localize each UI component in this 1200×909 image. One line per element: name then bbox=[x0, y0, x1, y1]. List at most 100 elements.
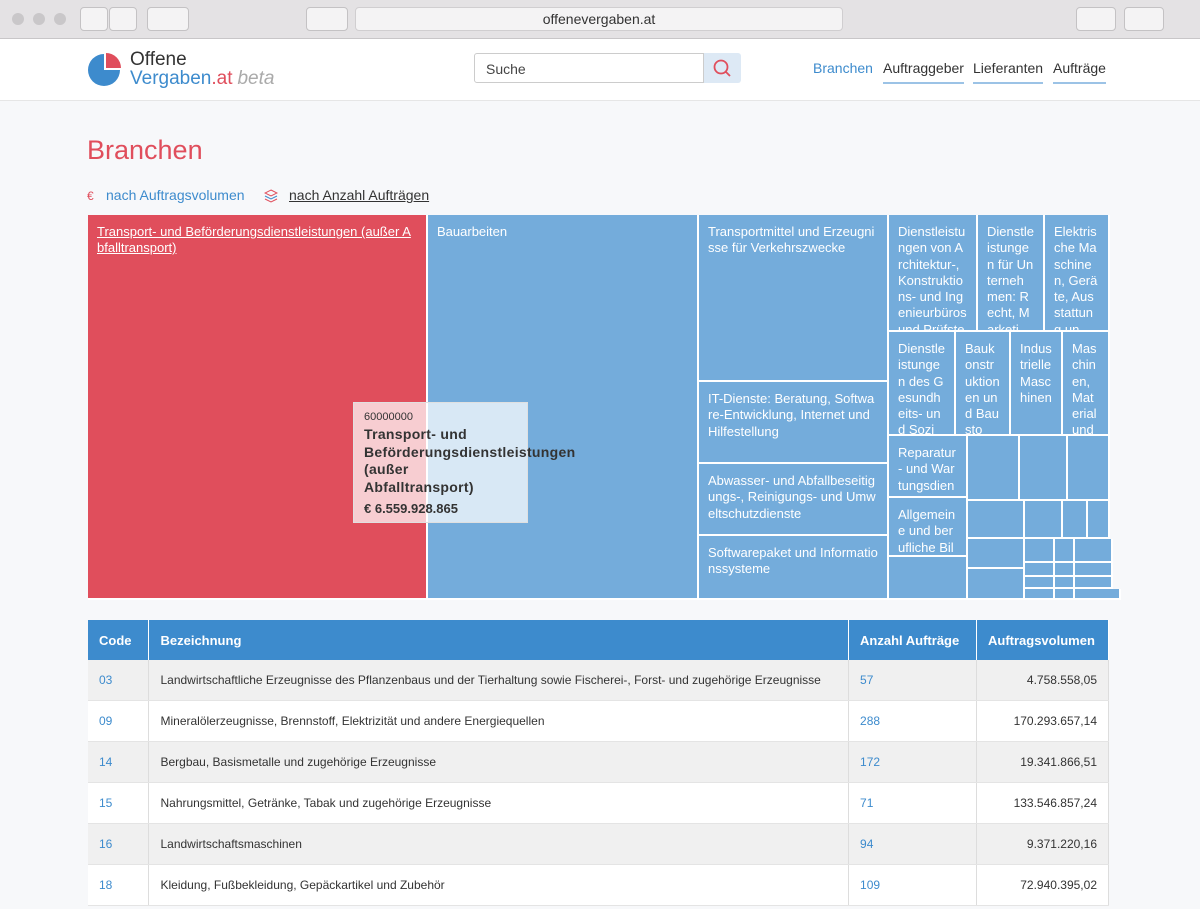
treemap-tile-small bbox=[1055, 577, 1075, 589]
tooltip-code: 60000000 bbox=[364, 411, 413, 423]
table-row: 16 Landwirtschaftsmaschinen 94 9.371.220,16 bbox=[88, 823, 1110, 865]
window-close[interactable] bbox=[12, 13, 24, 25]
code-cell[interactable]: 18 bbox=[88, 864, 150, 906]
nav-link[interactable]: Lieferanten bbox=[973, 60, 1044, 84]
logo-name: Vergaben bbox=[130, 68, 212, 89]
nav-link[interactable]: Aufträge bbox=[1053, 60, 1106, 84]
treemap-tile[interactable]: Dienstleistungen von Architektur-, Konst… bbox=[889, 215, 978, 332]
treemap-tile[interactable]: Abwasser- und Abfallbeseitigungs-, Reini… bbox=[699, 464, 889, 536]
search-button[interactable] bbox=[704, 53, 741, 83]
volume-cell: 72.940.395,02 bbox=[976, 864, 1110, 906]
code-cell[interactable]: 16 bbox=[88, 823, 150, 865]
treemap-tile[interactable]: Softwarepaket und Informationssysteme bbox=[699, 536, 889, 600]
treemap-tile-small bbox=[1075, 539, 1095, 563]
description-cell: Landwirtschaftsmaschinen bbox=[148, 823, 850, 865]
logo-text[interactable]: Offene bbox=[130, 49, 187, 70]
count-cell[interactable]: 94 bbox=[848, 823, 977, 865]
treemap-tile-small bbox=[1025, 563, 1055, 577]
treemap-tile-small bbox=[1075, 589, 1095, 600]
toggle-link[interactable]: nach Auftragsvolumen bbox=[106, 187, 245, 203]
treemap-tile[interactable]: Maschinen, Material und bbox=[1063, 332, 1110, 436]
treemap-tile-small bbox=[1093, 563, 1113, 577]
description-cell: Mineralölerzeugnisse, Brennstoff, Elektr… bbox=[148, 700, 850, 742]
column-header: Auftragsvolumen bbox=[976, 620, 1110, 660]
page-title: Branchen bbox=[87, 135, 203, 165]
column-header: Code bbox=[88, 620, 150, 660]
treemap-tile-small bbox=[968, 569, 1025, 600]
treemap-tile[interactable]: Dienstleistungen des Gesundheits- und So… bbox=[889, 332, 956, 436]
table-body: 03 Landwirtschaftliche Erzeugnisse des Pf… bbox=[88, 660, 1110, 906]
treemap-tile-small bbox=[1025, 501, 1063, 539]
search-input[interactable]: Suche bbox=[474, 53, 704, 83]
toggle-link[interactable]: nach Anzahl Aufträgen bbox=[289, 187, 430, 203]
logo-badge: beta bbox=[237, 68, 275, 89]
count-cell[interactable]: 71 bbox=[848, 782, 977, 824]
treemap-tile-small bbox=[1025, 589, 1055, 600]
back-button[interactable] bbox=[80, 7, 108, 31]
count-cell[interactable]: 57 bbox=[848, 660, 977, 701]
logo-text[interactable]: Vergaben.at beta bbox=[130, 68, 274, 90]
count-cell[interactable]: 172 bbox=[848, 741, 977, 783]
tabs-button[interactable] bbox=[1124, 7, 1164, 31]
address-bar[interactable]: offenevergaben.at bbox=[355, 7, 843, 31]
extensions-button[interactable] bbox=[306, 7, 348, 31]
branches-table: Code Bezeichnung Anzahl Aufträge Auftragsvo… bbox=[88, 620, 1110, 906]
count-cell[interactable]: 109 bbox=[848, 864, 977, 906]
code-cell[interactable]: 03 bbox=[88, 660, 150, 701]
logo-tld: .at bbox=[211, 68, 233, 89]
window-minimize[interactable] bbox=[33, 13, 45, 25]
treemap-tile[interactable]: Industrielle Maschinen bbox=[1011, 332, 1063, 436]
treemap-tile-small bbox=[1093, 577, 1113, 589]
treemap-tile[interactable]: Bauarbeiten bbox=[428, 215, 699, 600]
treemap-tile[interactable]: Reparatur- und Wartungsdien bbox=[889, 436, 968, 498]
description-cell: Landwirtschaftliche Erzeugnisse des Pfla… bbox=[148, 660, 850, 701]
tooltip-value: € 6.559.928.865 bbox=[364, 501, 458, 516]
treemap-tile-small bbox=[1020, 436, 1068, 501]
treemap-tile-small bbox=[1101, 589, 1121, 600]
table-row: 14 Bergbau, Basismetalle und zugehörige E… bbox=[88, 741, 1110, 783]
treemap-tile-small bbox=[968, 539, 1025, 569]
table-row: 15 Nahrungsmittel, Getränke, Tabak und zu… bbox=[88, 782, 1110, 824]
volume-cell: 133.546.857,24 bbox=[976, 782, 1110, 824]
column-header: Anzahl Aufträge bbox=[848, 620, 977, 660]
treemap-tile-small bbox=[1055, 563, 1075, 577]
description-cell: Nahrungsmittel, Getränke, Tabak und zuge… bbox=[148, 782, 850, 824]
treemap-tile-small bbox=[1075, 577, 1095, 589]
treemap-tile-small bbox=[1055, 589, 1075, 600]
volume-cell: 4.758.558,05 bbox=[976, 660, 1110, 701]
forward-button[interactable] bbox=[109, 7, 137, 31]
toggle-icon: € bbox=[87, 189, 94, 203]
treemap-tile[interactable]: Transportmittel und Erzeugnisse für Verk… bbox=[699, 215, 889, 382]
treemap-tile[interactable]: Baukonstruktionen und Bausto bbox=[956, 332, 1011, 436]
table-row: 18 Kleidung, Fußbekleidung, Gepäckartikel… bbox=[88, 864, 1110, 906]
treemap-tile[interactable]: Dienstleistungen für Unternehmen: Recht,… bbox=[978, 215, 1045, 332]
count-cell[interactable]: 288 bbox=[848, 700, 977, 742]
share-button[interactable] bbox=[1076, 7, 1116, 31]
volume-cell: 19.341.866,51 bbox=[976, 741, 1110, 783]
sidebar-button[interactable] bbox=[147, 7, 189, 31]
treemap-tile-small bbox=[889, 557, 968, 600]
treemap-tile-small bbox=[968, 436, 1020, 501]
treemap-tile-small bbox=[1075, 563, 1095, 577]
code-cell[interactable]: 09 bbox=[88, 700, 150, 742]
treemap-tile[interactable]: IT-Dienste: Beratung, Software-Entwicklu… bbox=[699, 382, 889, 464]
treemap-tile-small bbox=[1055, 539, 1075, 563]
nav-link[interactable]: Auftraggeber bbox=[883, 60, 964, 84]
code-cell[interactable]: 15 bbox=[88, 782, 150, 824]
window-zoom[interactable] bbox=[54, 13, 66, 25]
treemap-tile[interactable]: Allgemeine und berufliche Bil bbox=[889, 498, 968, 557]
treemap-tile[interactable]: Elektrische Maschinen, Geräte, Ausstattu… bbox=[1045, 215, 1110, 332]
description-cell: Kleidung, Fußbekleidung, Gepäckartikel u… bbox=[148, 864, 850, 906]
treemap-tile-small bbox=[1025, 539, 1055, 563]
search-icon bbox=[713, 59, 731, 77]
code-cell[interactable]: 14 bbox=[88, 741, 150, 783]
treemap-tooltip: 60000000 Transport- und Beförderungsdien… bbox=[353, 402, 575, 523]
volume-cell: 9.371.220,16 bbox=[976, 823, 1110, 865]
treemap-tile-small bbox=[1068, 436, 1110, 501]
nav-link[interactable]: Branchen bbox=[813, 60, 873, 76]
site-header: Offene Vergaben.at beta Suche Branchen Au… bbox=[0, 39, 1200, 101]
layers-icon bbox=[264, 189, 278, 203]
treemap-tile-small bbox=[1093, 539, 1113, 563]
